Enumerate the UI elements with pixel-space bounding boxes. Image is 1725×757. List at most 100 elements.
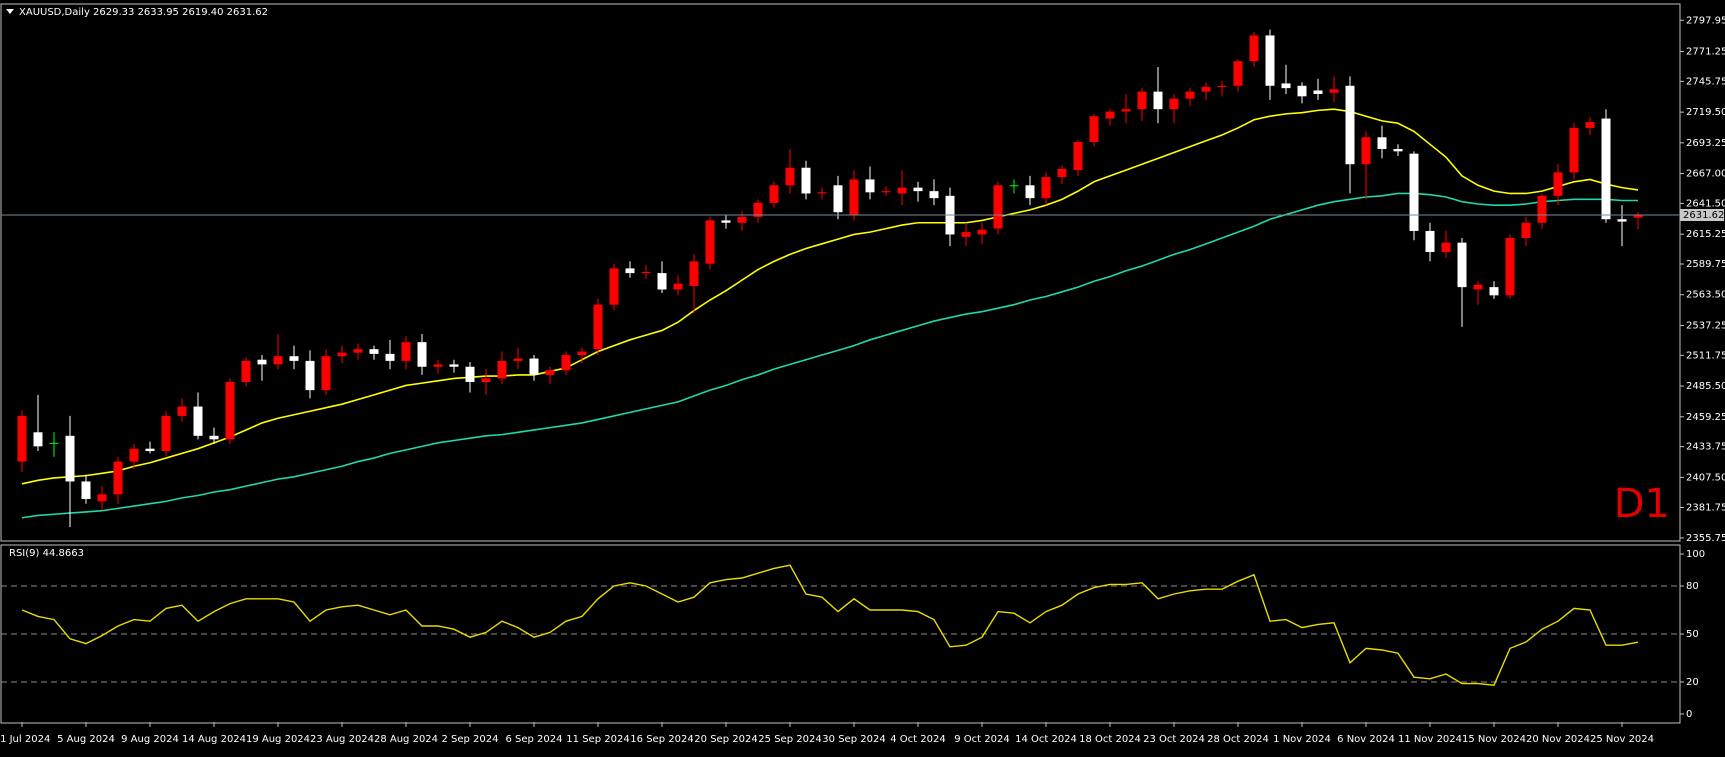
candle-body (977, 229, 987, 235)
x-tick-label: 11 Sep 2024 (566, 734, 629, 745)
candle-body (1185, 91, 1195, 99)
candle-body (177, 406, 187, 416)
y-tick-label: 2563.50 (1686, 290, 1725, 301)
x-tick-label: 2 Sep 2024 (441, 734, 498, 745)
x-tick-label: 9 Aug 2024 (121, 734, 179, 745)
candle-body (929, 191, 939, 199)
candle-body (417, 342, 427, 367)
candle-body (33, 432, 43, 447)
x-tick-label: 5 Aug 2024 (57, 734, 115, 745)
candle-body (529, 358, 539, 375)
candle-body (305, 360, 315, 391)
timeframe-label: D1 (1614, 481, 1670, 527)
candle-body (817, 192, 827, 194)
x-tick-label: 4 Oct 2024 (890, 734, 945, 745)
candle-body (753, 202, 763, 217)
candle-body (1217, 85, 1227, 87)
rsi-header: RSI(9) 44.8663 (9, 548, 84, 559)
candle-body (1297, 85, 1307, 97)
candle-body (1441, 242, 1451, 253)
y-tick-label: 2511.75 (1686, 350, 1725, 361)
x-tick-label: 18 Oct 2024 (1079, 734, 1141, 745)
candle-body (433, 364, 443, 367)
price-tag (1680, 208, 1724, 221)
x-tick-label: 19 Aug 2024 (246, 734, 310, 745)
y-tick-label: 2355.75 (1686, 533, 1725, 544)
candle-body (449, 364, 459, 367)
candle-body (1121, 109, 1131, 112)
candle-body (721, 220, 731, 223)
candle-body (1361, 137, 1371, 165)
candle-body (1169, 98, 1179, 110)
y-tick-label: 2693.25 (1686, 138, 1725, 149)
candle-body (1473, 284, 1483, 290)
candle-body (481, 378, 491, 382)
x-tick-label: 9 Oct 2024 (954, 734, 1009, 745)
candle-body (1521, 222, 1531, 238)
x-tick-label: 15 Nov 2024 (1462, 734, 1526, 745)
candle-body (897, 187, 907, 194)
candle-body (161, 415, 171, 452)
candle-body (993, 185, 1003, 229)
x-tick-label: 20 Nov 2024 (1526, 734, 1590, 745)
y-tick-label: 2771.25 (1686, 47, 1725, 58)
candle-body (401, 342, 411, 361)
y-tick-label: 50 (1686, 629, 1699, 640)
candle-body (193, 406, 203, 436)
x-tick-label: 16 Sep 2024 (630, 734, 693, 745)
candle-body (545, 370, 555, 375)
y-tick-label: 2745.75 (1686, 76, 1725, 87)
candle-body (561, 355, 571, 371)
y-tick-label: 2641.50 (1686, 198, 1725, 209)
candle-body (1393, 148, 1403, 152)
candle-body (1457, 242, 1467, 288)
candle-body (769, 185, 779, 203)
candle-body (785, 167, 795, 186)
candle-body (1601, 118, 1611, 220)
candle-body (369, 349, 379, 354)
candle-body (641, 271, 651, 274)
y-tick-label: 2667.00 (1686, 169, 1725, 180)
candle-body (97, 494, 107, 502)
y-tick-label: 2797.95 (1686, 15, 1725, 26)
candle-body (17, 415, 27, 462)
price-tag-label: 2631.62 (1683, 210, 1724, 221)
indicator-line (21, 564, 1639, 686)
candle-body (273, 356, 283, 365)
x-tick-label: 14 Aug 2024 (182, 734, 246, 745)
candle-body (1057, 168, 1067, 178)
candle-body (1425, 230, 1435, 253)
candle-body (337, 352, 347, 357)
x-tick-label: 1 Nov 2024 (1273, 734, 1331, 745)
candle-body (1041, 177, 1051, 199)
indicator-line (21, 192, 1638, 519)
y-tick-label: 2381.75 (1686, 503, 1725, 514)
candle-body (1313, 90, 1323, 94)
candle-body (849, 179, 859, 215)
x-tick-label: 30 Sep 2024 (822, 734, 885, 745)
candle-body (1489, 287, 1499, 296)
candle-body (1089, 116, 1099, 142)
candle-body (1345, 85, 1355, 165)
candle-body (1537, 195, 1547, 223)
x-tick-label: 25 Nov 2024 (1590, 734, 1654, 745)
candle-body (801, 167, 811, 194)
candle-body (289, 356, 299, 361)
y-tick-label: 2719.50 (1686, 107, 1725, 118)
candle-body (881, 191, 891, 193)
x-tick-label: 11 Nov 2024 (1398, 734, 1462, 745)
candle-body (497, 360, 507, 379)
x-tick-label: 6 Sep 2024 (505, 734, 562, 745)
candle-body (513, 358, 523, 361)
candle-body (145, 448, 155, 452)
candle-body (737, 216, 747, 223)
candle-body (833, 185, 843, 213)
y-tick-label: 2407.50 (1686, 472, 1725, 483)
y-tick-label: 0 (1686, 709, 1692, 720)
y-tick-label: 100 (1686, 549, 1705, 560)
candle-body (961, 232, 971, 237)
x-tick-label: 28 Oct 2024 (1207, 734, 1269, 745)
y-tick-label: 20 (1686, 677, 1699, 688)
candle-body (113, 461, 123, 495)
x-tick-label: 20 Sep 2024 (694, 734, 757, 745)
